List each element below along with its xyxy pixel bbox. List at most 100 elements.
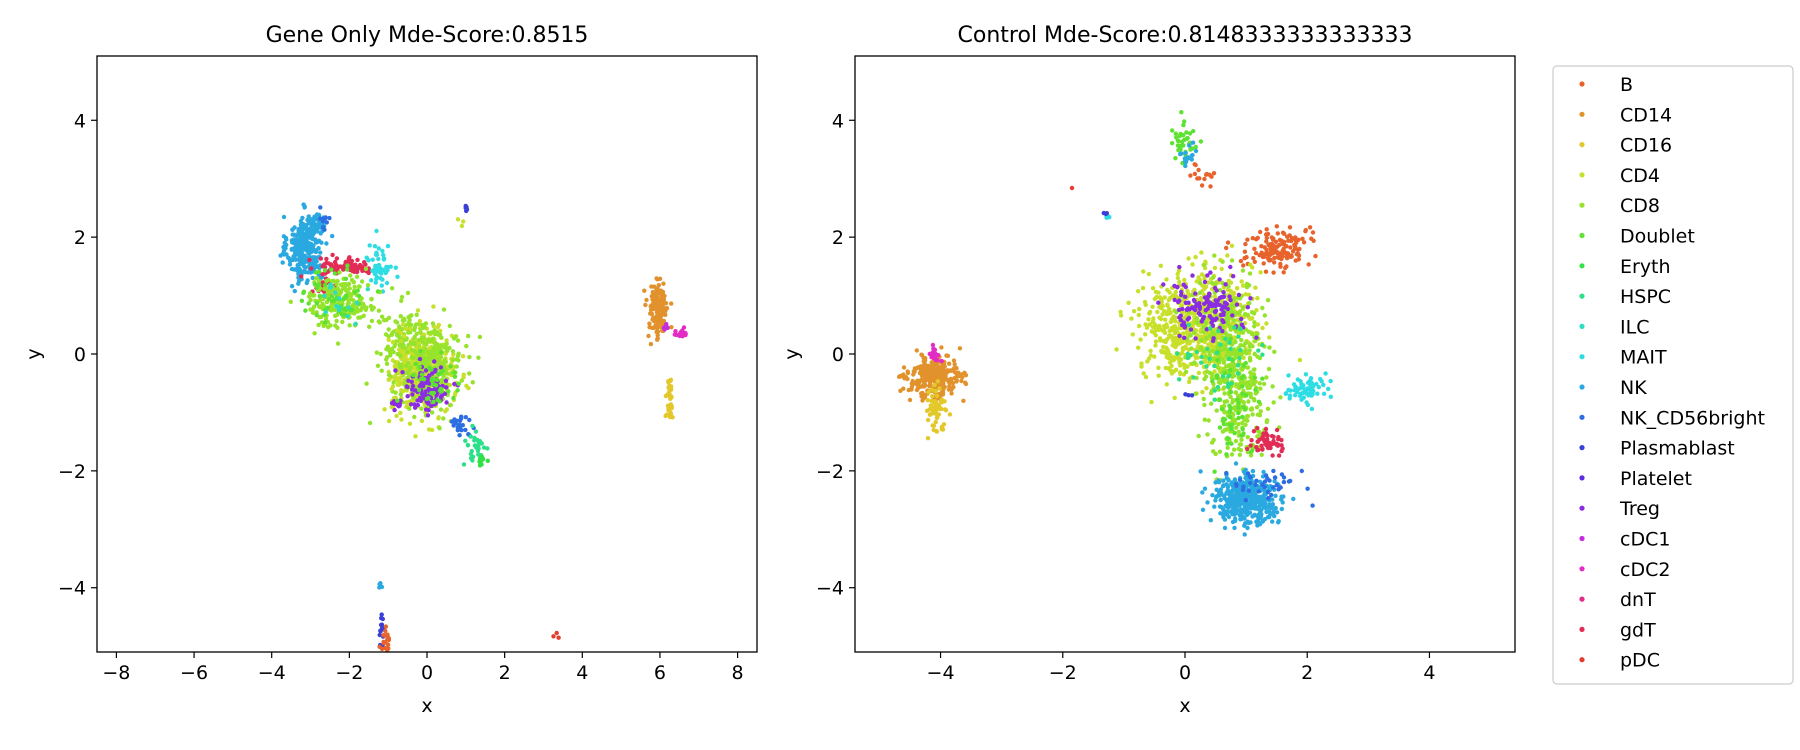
scatter-point-cd8: [374, 350, 379, 355]
scatter-point-cd8: [439, 335, 444, 340]
scatter-point-nk-cd56bright: [1269, 492, 1274, 498]
x-tick-label: −2: [335, 662, 363, 684]
scatter-point-cd4: [1170, 335, 1175, 340]
scatter-point-cd14: [939, 374, 945, 379]
scatter-point-cd14: [945, 353, 951, 358]
scatter-point-b: [1263, 251, 1269, 256]
scatter-point-cd8: [1228, 350, 1234, 355]
scatter-point-cd4: [1146, 271, 1152, 277]
scatter-point-treg: [1215, 302, 1220, 307]
scatter-point-cd8: [1248, 358, 1253, 363]
scatter-point-cd14: [903, 374, 908, 380]
scatter-point-cd8: [1207, 352, 1213, 357]
scatter-point-doublet: [1236, 415, 1241, 421]
scatter-point-hspc: [1185, 355, 1191, 361]
scatter-point-nk: [1233, 516, 1238, 521]
scatter-point-cd8: [455, 338, 461, 343]
scatter-point-cd4: [1143, 332, 1148, 337]
scatter-point-cd8: [367, 420, 373, 426]
scatter-point-cd8: [338, 282, 344, 287]
scatter-point-nk-cd56bright: [1241, 484, 1246, 489]
scatter-point-cd8: [387, 372, 392, 378]
scatter-point-cd8: [1204, 321, 1209, 326]
scatter-point-b: [1204, 172, 1209, 177]
scatter-point-cd16: [666, 380, 671, 385]
scatter-point-mait: [1316, 385, 1322, 390]
scatter-point-nk: [1222, 517, 1228, 522]
scatter-point-cd4: [1163, 317, 1168, 322]
scatter-point-cd16: [934, 393, 940, 399]
scatter-point-nk: [1200, 507, 1206, 512]
scatter-point-treg: [1190, 273, 1195, 278]
scatter-point-b: [1188, 173, 1193, 178]
scatter-point-hspc: [1228, 346, 1233, 351]
scatter-point-doublet: [1228, 389, 1234, 395]
scatter-point-cd14: [963, 380, 968, 385]
scatter-point-b: [1277, 237, 1283, 243]
scatter-point-hspc: [1194, 349, 1200, 355]
scatter-point-nk-cd56bright: [457, 418, 463, 424]
scatter-point-cd8: [441, 416, 446, 421]
legend-label: Treg: [1619, 498, 1660, 520]
scatter-point-cd8: [1232, 296, 1237, 301]
scatter-point-cd4: [1176, 337, 1181, 342]
scatter-point-nk-cd56bright: [1253, 482, 1258, 488]
scatter-point-cd8: [1265, 406, 1271, 411]
scatter-point-b: [1252, 259, 1258, 264]
scatter-point-nk: [298, 218, 304, 224]
scatter-point-b: [1287, 225, 1293, 230]
scatter-point-hspc: [1223, 336, 1228, 342]
scatter-point-doublet: [448, 364, 453, 369]
scatter-point-nk: [290, 227, 295, 232]
scatter-point-cd8: [1243, 422, 1248, 427]
scatter-point-cd8: [454, 364, 459, 369]
scatter-point-doublet: [1221, 417, 1226, 422]
scatter-point-cd8: [1211, 275, 1216, 280]
scatter-point-cd8: [447, 323, 452, 329]
x-tick-label: 8: [732, 662, 744, 684]
scatter-point-cd8: [333, 287, 338, 292]
scatter-point-cd8: [1202, 402, 1207, 408]
scatter-point-doublet: [1217, 425, 1223, 430]
scatter-point-cd4: [1177, 279, 1182, 285]
scatter-point-cd8: [464, 343, 469, 349]
scatter-point-nk: [1214, 487, 1219, 492]
scatter-point-cd8: [376, 308, 382, 313]
scatter-point-plasmablast: [377, 632, 382, 638]
scatter-point-cd14: [927, 381, 933, 387]
scatter-point-nk-cd56bright: [1272, 475, 1278, 480]
scatter-point-cd8: [1220, 259, 1225, 264]
scatter-point-treg: [1212, 285, 1218, 291]
control-panel: Control Mde-Score:0.8148333333333333 −4−…: [781, 23, 1516, 717]
scatter-point-b: [1313, 253, 1318, 259]
scatter-point-cd8: [450, 358, 455, 363]
scatter-point-nk-cd56bright: [467, 417, 472, 423]
scatter-point-hspc: [1237, 356, 1242, 361]
scatter-point-nk-cd56bright: [460, 423, 465, 428]
scatter-point-nk-cd56bright: [1245, 471, 1251, 476]
scatter-point-cd4: [413, 434, 418, 439]
scatter-point-b: [1197, 176, 1202, 181]
scatter-point-cd4: [1179, 303, 1185, 308]
scatter-point-nk: [286, 255, 291, 260]
scatter-point-cd4: [1212, 265, 1218, 271]
scatter-point-nk: [1242, 506, 1247, 512]
legend-entry-platelet: Platelet: [1579, 468, 1692, 490]
scatter-point-cd4: [1196, 275, 1201, 280]
scatter-point-cd8: [1250, 412, 1255, 417]
scatter-point-cd4: [1126, 300, 1131, 305]
scatter-point-nk: [1226, 477, 1231, 482]
scatter-point-cd4: [1175, 275, 1181, 281]
scatter-point-nk-cd56bright: [1265, 489, 1271, 495]
scatter-point-cd8: [433, 332, 438, 337]
scatter-point-b: [1207, 172, 1212, 177]
scatter-point-cd4: [1165, 355, 1170, 360]
scatter-point-nk: [1246, 510, 1251, 516]
scatter-point-cd4: [387, 377, 392, 382]
scatter-point-b: [1288, 254, 1293, 259]
scatter-point-treg: [418, 382, 424, 387]
scatter-point-cd8: [1233, 339, 1238, 345]
legend-label: gdT: [1620, 619, 1656, 641]
scatter-point-cd8: [1246, 399, 1251, 404]
scatter-point-gdt: [318, 256, 323, 261]
